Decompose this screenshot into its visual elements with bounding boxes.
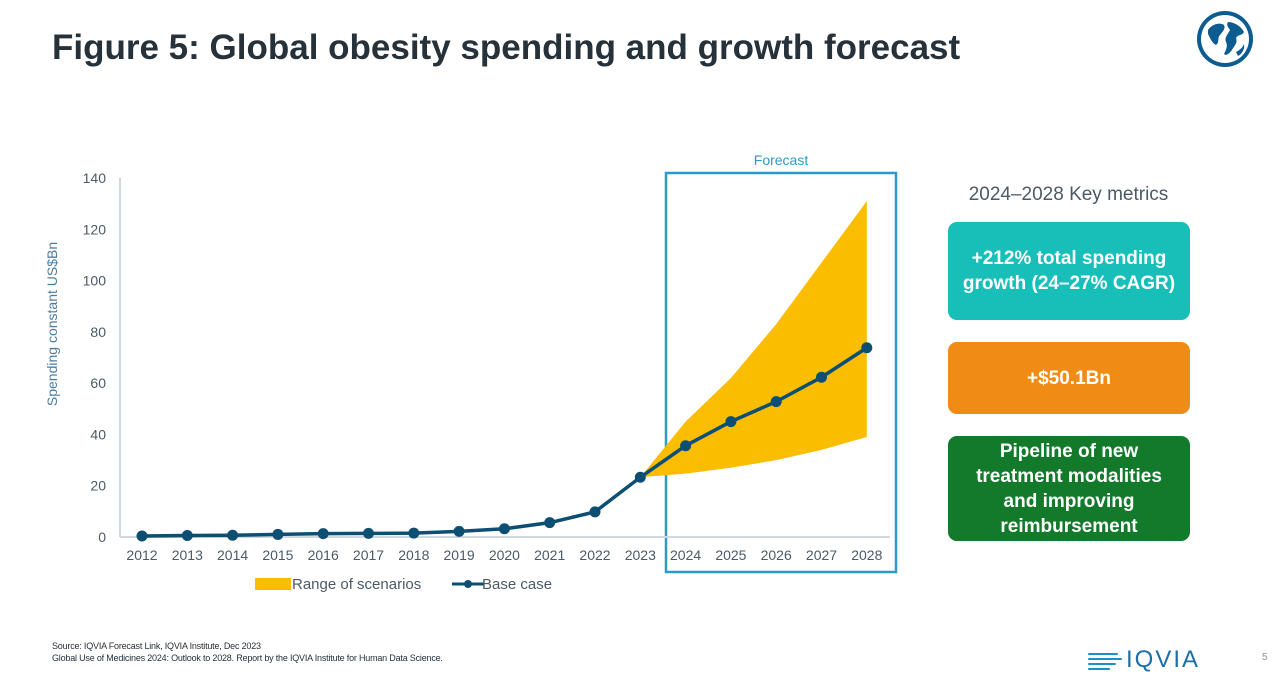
page-title: Figure 5: Global obesity spending and gr…: [52, 28, 961, 67]
base-case-point: [136, 530, 148, 542]
source-line-1: Source: IQVIA Forecast Link, IQVIA Insti…: [52, 641, 261, 651]
y-tick-label: 120: [83, 221, 107, 237]
base-case-point: [861, 342, 873, 354]
legend: Range of scenarios Base case: [255, 576, 552, 593]
y-tick-label: 100: [83, 273, 107, 289]
x-tick-label: 2027: [806, 547, 837, 563]
x-tick-label: 2014: [217, 547, 248, 563]
x-tick-label: 2025: [715, 547, 746, 563]
base-case-point: [634, 471, 646, 483]
y-axis: 0 20 40 60 80 100 120 140: [83, 170, 107, 545]
base-case-point: [680, 440, 692, 452]
y-tick-label: 80: [90, 324, 106, 340]
base-case-point: [227, 529, 239, 541]
base-case-point: [498, 523, 510, 535]
key-metrics-title: 2024–2028 Key metrics: [968, 184, 1169, 205]
forecast-label: Forecast: [754, 152, 809, 168]
y-tick-label: 0: [98, 529, 106, 545]
source-line-2: Global Use of Medicines 2024: Outlook to…: [52, 653, 443, 663]
base-case-point: [544, 517, 556, 529]
range-of-scenarios-area: [640, 201, 867, 478]
legend-range-label: Range of scenarios: [292, 576, 421, 593]
x-tick-label: 2019: [444, 547, 475, 563]
x-tick-label: 2023: [625, 547, 656, 563]
x-tick-label: 2024: [670, 547, 701, 563]
legend-range-swatch: [255, 578, 291, 590]
chart: Forecast 0 20 40 60 80 100 120 140 2012 2013 2014…: [44, 152, 898, 593]
range-of-scenarios-layer: [640, 201, 867, 478]
x-tick-label: 2026: [761, 547, 792, 563]
page-number: 5: [1262, 652, 1268, 663]
y-axis-label: Spending constant US$Bn: [44, 242, 60, 406]
base-case-point: [725, 416, 737, 428]
forecast-box: [664, 171, 898, 574]
x-tick-label: 2016: [308, 547, 339, 563]
base-case-layer: [136, 342, 873, 542]
axis-lines: [119, 178, 890, 538]
base-case-point: [816, 371, 827, 383]
y-tick-label: 40: [90, 426, 106, 442]
base-case-point: [181, 529, 193, 541]
logo-lines-icon: [1088, 650, 1124, 670]
x-tick-label: 2017: [353, 547, 384, 563]
x-tick-label: 2020: [489, 547, 520, 563]
metric-absolute-growth: +$50.1Bn: [948, 342, 1190, 414]
forecast-area: Forecast: [664, 152, 898, 574]
base-case-point: [770, 396, 782, 408]
base-case-point: [589, 506, 601, 518]
logo-text: IQVIA: [1126, 646, 1201, 673]
x-tick-label: 2013: [172, 547, 203, 563]
x-tick-label: 2018: [398, 547, 429, 563]
base-case-point: [317, 528, 329, 540]
base-case-point: [453, 525, 465, 537]
legend-base-marker: [464, 580, 472, 588]
base-case-point: [363, 527, 374, 539]
source-note: Source: IQVIA Forecast Link, IQVIA Insti…: [52, 640, 443, 664]
x-tick-label: 2012: [126, 547, 157, 563]
y-tick-label: 140: [83, 170, 107, 186]
x-tick-label: 2015: [262, 547, 293, 563]
base-case-point: [408, 527, 420, 539]
metric-pipeline: Pipeline of new treatment modalities and…: [948, 436, 1190, 541]
x-axis: 2012 2013 2014 2015 2016 2017 2018 2019 2020 2021…: [126, 547, 882, 563]
y-tick-label: 60: [90, 375, 106, 391]
legend-base-label: Base case: [482, 576, 552, 593]
x-tick-label: 2022: [579, 547, 610, 563]
y-tick-label: 20: [90, 478, 106, 494]
base-case-point: [272, 528, 284, 540]
metric-spending-growth: +212% total spending growth (24–27% CAGR…: [948, 222, 1190, 320]
x-tick-label: 2021: [534, 547, 565, 563]
globe-icon: [1197, 11, 1253, 67]
iqvia-logo: IQVIA: [1088, 646, 1200, 674]
x-tick-label: 2028: [851, 547, 882, 563]
